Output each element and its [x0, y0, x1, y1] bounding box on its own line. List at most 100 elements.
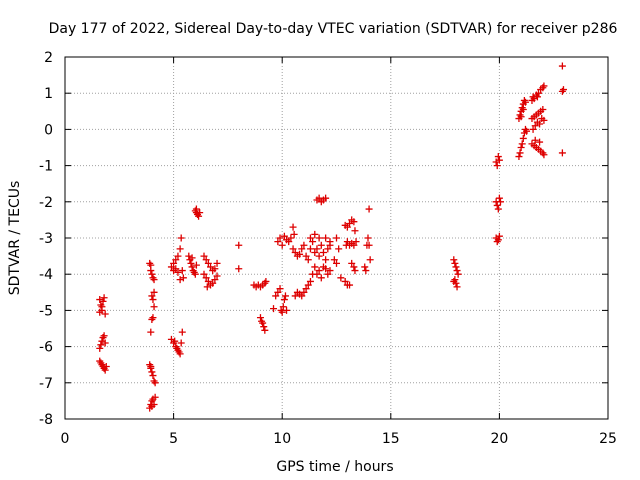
- data-point: [352, 238, 360, 246]
- data-point: [100, 332, 108, 340]
- data-point: [559, 86, 567, 94]
- data-point: [283, 306, 291, 314]
- data-point: [322, 256, 330, 264]
- data-point: [177, 234, 185, 242]
- data-point: [211, 265, 219, 273]
- data-point: [192, 261, 200, 269]
- data-point: [346, 281, 354, 289]
- data-point: [531, 136, 539, 144]
- data-point: [102, 363, 110, 371]
- data-point: [261, 326, 269, 334]
- data-point: [281, 292, 289, 300]
- y-tick-label: -4: [39, 267, 53, 283]
- data-point: [291, 248, 299, 256]
- data-point: [315, 194, 323, 202]
- data-point: [346, 220, 354, 228]
- data-point: [174, 252, 182, 260]
- data-point: [213, 259, 221, 267]
- data-point: [516, 149, 524, 157]
- data-point: [496, 198, 504, 206]
- data-point: [350, 218, 358, 226]
- data-point: [200, 270, 208, 278]
- data-point: [278, 241, 286, 249]
- data-point: [280, 232, 288, 240]
- data-point: [175, 348, 183, 356]
- data-point: [149, 372, 157, 380]
- data-point: [540, 82, 548, 90]
- data-point: [176, 245, 184, 253]
- data-point: [366, 256, 374, 264]
- data-point: [171, 337, 179, 345]
- x-tick-label: 20: [490, 431, 508, 447]
- data-point: [315, 267, 323, 275]
- data-point: [540, 151, 548, 159]
- data-point: [351, 267, 359, 275]
- data-point: [150, 288, 158, 296]
- data-point: [306, 245, 314, 253]
- data-point: [365, 241, 373, 249]
- data-point: [539, 105, 547, 113]
- data-point: [101, 366, 109, 374]
- data-point: [324, 245, 332, 253]
- data-point: [276, 285, 284, 293]
- data-point: [322, 194, 330, 202]
- data-point: [289, 245, 297, 253]
- data-points: [96, 62, 567, 412]
- axis-ticks: 0 5 10 15 20 25 -8 -7 -6 -5 -4 -3 -2 -1 0 1 2: [39, 50, 617, 447]
- data-point: [311, 248, 319, 256]
- data-point: [350, 241, 358, 249]
- data-point: [97, 341, 105, 349]
- data-point: [453, 283, 461, 291]
- data-point: [170, 267, 178, 275]
- data-point: [202, 274, 210, 282]
- data-point: [362, 267, 370, 275]
- data-point: [315, 252, 323, 260]
- data-point: [270, 305, 278, 313]
- data-point: [279, 303, 287, 311]
- data-point: [196, 209, 204, 217]
- data-point: [326, 267, 334, 275]
- data-point: [494, 236, 502, 244]
- data-point: [533, 93, 541, 101]
- data-point: [300, 288, 308, 296]
- data-point: [319, 248, 327, 256]
- data-point: [330, 256, 338, 264]
- data-point: [343, 223, 351, 231]
- y-tick-label: 0: [44, 122, 53, 138]
- data-point: [213, 272, 221, 280]
- data-point: [178, 267, 186, 275]
- data-point: [450, 277, 458, 285]
- data-point: [204, 259, 212, 267]
- data-point: [450, 256, 458, 264]
- data-point: [274, 288, 282, 296]
- data-point: [101, 310, 109, 318]
- data-point: [335, 245, 343, 253]
- data-point: [150, 276, 158, 284]
- data-point: [317, 241, 325, 249]
- y-tick-label: 2: [44, 50, 53, 66]
- data-point: [495, 194, 503, 202]
- data-point: [147, 363, 155, 371]
- data-point: [306, 277, 314, 285]
- data-point: [192, 205, 200, 213]
- data-point: [96, 344, 104, 352]
- data-point: [341, 277, 349, 285]
- data-point: [309, 238, 317, 246]
- data-point: [296, 250, 304, 258]
- data-point: [147, 328, 155, 336]
- data-point: [211, 276, 219, 284]
- data-point: [289, 223, 297, 231]
- data-point: [350, 263, 358, 271]
- data-point: [451, 259, 459, 267]
- y-tick-label: 1: [44, 86, 53, 102]
- x-tick-label: 0: [61, 431, 70, 447]
- data-point: [558, 62, 566, 70]
- chart-title: Day 177 of 2022, Sidereal Day-to-day VTE…: [49, 21, 618, 37]
- data-point: [204, 277, 212, 285]
- data-point: [540, 116, 548, 124]
- data-point: [178, 328, 186, 336]
- y-tick-label: -5: [39, 303, 53, 319]
- y-tick-label: -8: [39, 412, 53, 428]
- data-point: [313, 270, 321, 278]
